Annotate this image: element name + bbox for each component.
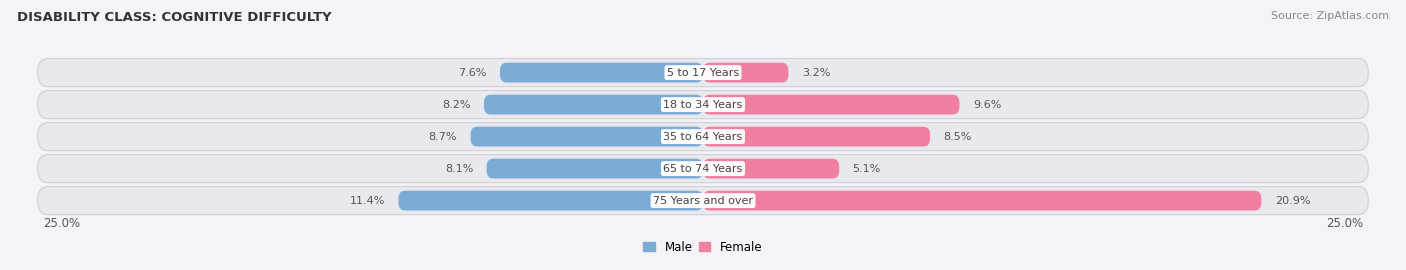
Text: 18 to 34 Years: 18 to 34 Years [664, 100, 742, 110]
FancyBboxPatch shape [501, 63, 703, 83]
Text: 8.5%: 8.5% [943, 131, 972, 141]
FancyBboxPatch shape [38, 59, 1368, 87]
FancyBboxPatch shape [703, 63, 789, 83]
FancyBboxPatch shape [38, 187, 1368, 215]
Text: 20.9%: 20.9% [1275, 195, 1310, 205]
Text: Source: ZipAtlas.com: Source: ZipAtlas.com [1271, 11, 1389, 21]
Text: 5.1%: 5.1% [852, 164, 880, 174]
Text: 25.0%: 25.0% [44, 217, 80, 230]
Legend: Male, Female: Male, Female [644, 241, 762, 254]
FancyBboxPatch shape [38, 123, 1368, 151]
Text: DISABILITY CLASS: COGNITIVE DIFFICULTY: DISABILITY CLASS: COGNITIVE DIFFICULTY [17, 11, 332, 24]
FancyBboxPatch shape [38, 90, 1368, 119]
FancyBboxPatch shape [398, 191, 703, 211]
Text: 25.0%: 25.0% [1326, 217, 1362, 230]
Text: 8.2%: 8.2% [441, 100, 471, 110]
Text: 75 Years and over: 75 Years and over [652, 195, 754, 205]
Text: 8.1%: 8.1% [444, 164, 474, 174]
FancyBboxPatch shape [703, 95, 959, 114]
FancyBboxPatch shape [38, 154, 1368, 183]
Text: 35 to 64 Years: 35 to 64 Years [664, 131, 742, 141]
FancyBboxPatch shape [486, 159, 703, 178]
Text: 7.6%: 7.6% [458, 68, 486, 77]
Text: 8.7%: 8.7% [429, 131, 457, 141]
Text: 3.2%: 3.2% [801, 68, 830, 77]
FancyBboxPatch shape [703, 127, 931, 147]
Text: 9.6%: 9.6% [973, 100, 1001, 110]
Text: 5 to 17 Years: 5 to 17 Years [666, 68, 740, 77]
FancyBboxPatch shape [703, 159, 839, 178]
FancyBboxPatch shape [703, 191, 1261, 211]
FancyBboxPatch shape [471, 127, 703, 147]
Text: 65 to 74 Years: 65 to 74 Years [664, 164, 742, 174]
FancyBboxPatch shape [484, 95, 703, 114]
Text: 11.4%: 11.4% [350, 195, 385, 205]
